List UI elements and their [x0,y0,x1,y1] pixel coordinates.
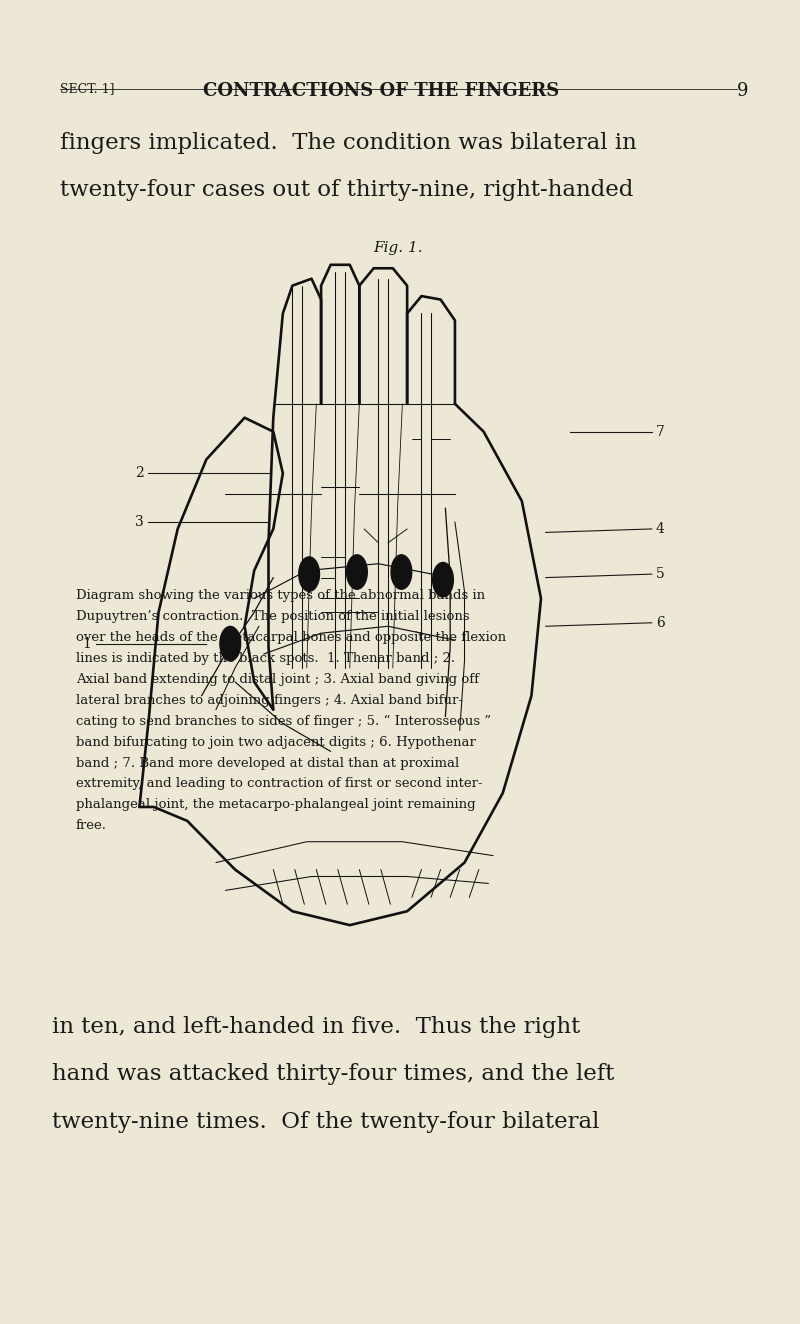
Text: band bifurcating to join two adjacent digits ; 6. Hypothenar: band bifurcating to join two adjacent di… [76,736,475,748]
Text: 6: 6 [656,616,665,630]
Text: band ; 7. Band more developed at distal than at proximal: band ; 7. Band more developed at distal … [76,756,459,769]
Text: Fig. 1.: Fig. 1. [374,241,423,256]
Circle shape [298,557,319,592]
Text: fingers implicated.  The condition was bilateral in: fingers implicated. The condition was bi… [60,132,637,155]
Text: 3: 3 [135,515,144,530]
Text: CONTRACTIONS OF THE FINGERS: CONTRACTIONS OF THE FINGERS [203,82,559,101]
Text: Axial band extending to distal joint ; 3. Axial band giving off: Axial band extending to distal joint ; 3… [76,673,478,686]
Text: 2: 2 [135,466,144,481]
Text: over the heads of the metacarpal bones and opposite the flexion: over the heads of the metacarpal bones a… [76,632,506,643]
Text: lines is indicated by the black spots.  1. Thenar band ; 2.: lines is indicated by the black spots. 1… [76,651,455,665]
Text: in ten, and left-handed in five.  Thus the right: in ten, and left-handed in five. Thus th… [52,1016,580,1038]
Text: phalangeal joint, the metacarpo-phalangeal joint remaining: phalangeal joint, the metacarpo-phalange… [76,798,475,812]
Text: extremity, and leading to contraction of first or second inter-: extremity, and leading to contraction of… [76,777,482,790]
Text: cating to send branches to sides of finger ; 5. “ Interosseous ”: cating to send branches to sides of fing… [76,715,491,728]
Circle shape [433,563,454,597]
Text: 1: 1 [82,637,92,650]
Text: 7: 7 [656,425,665,438]
Text: Dupuytren’s contraction.  The position of the initial lesions: Dupuytren’s contraction. The position of… [76,610,470,624]
Text: SECT. 1]: SECT. 1] [60,82,114,95]
Text: lateral branches to adjoining fingers ; 4. Axial band bifur-: lateral branches to adjoining fingers ; … [76,694,462,707]
Text: twenty-four cases out of thirty-nine, right-handed: twenty-four cases out of thirty-nine, ri… [60,179,633,201]
Text: twenty-nine times.  Of the twenty-four bilateral: twenty-nine times. Of the twenty-four bi… [52,1111,599,1133]
Text: hand was attacked thirty-four times, and the left: hand was attacked thirty-four times, and… [52,1063,614,1086]
Text: Diagram showing the various types of the abnormal bands in: Diagram showing the various types of the… [76,589,485,602]
Circle shape [346,555,367,589]
Circle shape [220,626,241,661]
Text: 4: 4 [656,522,665,536]
Circle shape [391,555,412,589]
Text: 9: 9 [737,82,749,101]
Text: free.: free. [76,820,106,833]
Text: 5: 5 [656,567,665,581]
